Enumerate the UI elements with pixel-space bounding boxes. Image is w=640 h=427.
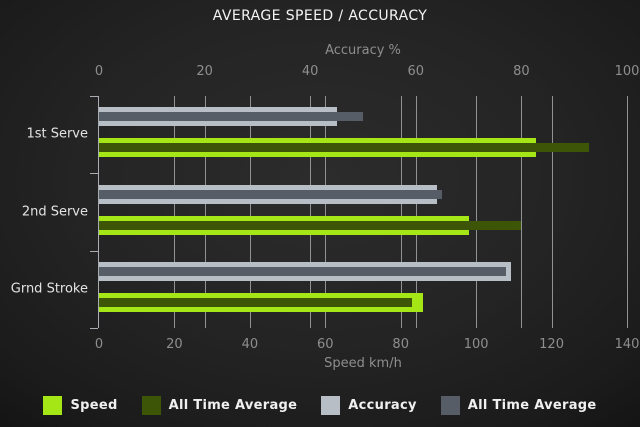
category-label: Grnd Stroke: [10, 281, 88, 297]
legend-swatch-accuracy-alltime: [440, 396, 460, 415]
legend-swatch-speed-alltime: [141, 396, 161, 415]
bottom-axis-tick-label: 40: [241, 337, 259, 352]
gridline-speed-140: [627, 95, 628, 328]
bar-accuracy-alltime-1st-serve: [99, 112, 363, 121]
legend-item-label: Accuracy: [348, 398, 417, 413]
gridline-accuracy-40: [310, 95, 312, 328]
legend-item-label: Speed: [70, 398, 118, 413]
gridline-speed-40: [249, 95, 251, 328]
legend-swatch-accuracy: [321, 396, 341, 415]
top-axis-label: Accuracy %: [325, 43, 401, 58]
bar-accuracy-alltime-2nd-serve: [99, 189, 443, 199]
bottom-axis-tick-label: 100: [463, 337, 489, 352]
top-axis-tick-label: 20: [196, 64, 213, 79]
bottom-axis-label: Speed km/h: [324, 356, 402, 371]
gridline-speed-80: [400, 95, 402, 328]
bar-pair-speed-1st-serve: [99, 138, 627, 157]
bar-pair-accuracy-1st-serve: [99, 107, 627, 126]
legend-swatch-speed: [43, 396, 63, 415]
bar-accuracy-alltime-grnd-stroke: [99, 267, 506, 276]
bar-pair-speed-grnd-stroke: [99, 293, 627, 312]
legend-item-label: All Time Average: [467, 398, 597, 413]
gridline-accuracy-20: [204, 95, 206, 328]
category-label: 1st Serve: [26, 126, 88, 142]
legend-item-speed: Speed: [43, 396, 117, 415]
top-axis-tick-label: 80: [513, 64, 530, 79]
legend: Speed All Time Average Accuracy All Time Av…: [0, 396, 640, 415]
bar-pair-accuracy-grnd-stroke: [99, 262, 627, 281]
bottom-axis-tick-label: 120: [539, 337, 564, 352]
top-axis-tick-label: 0: [94, 64, 104, 79]
bottom-axis-tick-label: 60: [317, 337, 334, 352]
category-label: 2nd Serve: [21, 204, 88, 220]
gridline-accuracy-80: [521, 95, 523, 328]
bar-speed-alltime-1st-serve: [99, 143, 590, 152]
gridline-accuracy-60: [415, 95, 417, 328]
bottom-axis-tick-label: 140: [614, 337, 640, 352]
y-axis-tick: [90, 328, 98, 329]
gridline-speed-120: [551, 95, 553, 328]
bottom-axis-tick-label: 20: [166, 337, 183, 352]
gridline-speed-60: [325, 95, 327, 328]
top-axis-tick-label: 60: [407, 64, 425, 79]
y-axis-line: [98, 95, 99, 328]
legend-item-speed-alltime: All Time Average: [141, 396, 298, 415]
top-axis-tick-label: 100: [614, 64, 640, 79]
legend-item-label: All Time Average: [168, 398, 298, 413]
bar-pair-speed-2nd-serve: [99, 215, 627, 235]
bottom-axis-tick-label: 0: [94, 337, 104, 352]
top-axis-tick-label: 40: [301, 64, 319, 79]
gridline-speed-20: [174, 95, 176, 328]
y-axis-tick: [90, 250, 98, 252]
bar-speed-alltime-grnd-stroke: [99, 298, 413, 307]
y-axis-tick: [90, 95, 98, 97]
legend-item-accuracy-alltime: All Time Average: [440, 396, 597, 415]
bar-speed-alltime-2nd-serve: [99, 220, 522, 230]
bottom-axis-tick-label: 80: [392, 337, 409, 352]
gridline-speed-100: [476, 95, 478, 328]
chart-title: AVERAGE SPEED / ACCURACY: [212, 8, 428, 24]
y-axis-tick: [90, 173, 98, 174]
legend-item-accuracy: Accuracy: [321, 396, 417, 415]
bar-pair-accuracy-2nd-serve: [99, 184, 627, 204]
